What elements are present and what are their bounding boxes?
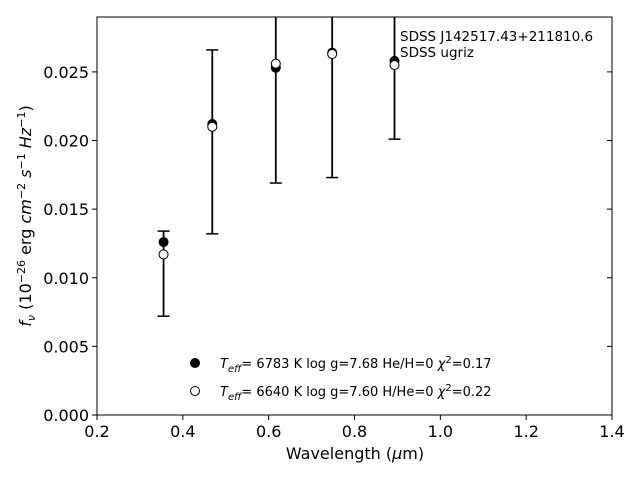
survey-annotation: SDSS ugriz: [400, 45, 474, 61]
legend: Teff= 6783 K log g=7.68 He/H=0 χ2=0.17 T…: [190, 355, 492, 403]
object-name-annotation: SDSS J142517.43+211810.6: [400, 29, 593, 45]
model-point-open: [270, 58, 281, 69]
x-tick-label: 0.4: [170, 422, 195, 441]
x-axis-title: Wavelength (μm): [286, 444, 424, 463]
x-tick-label: 0.2: [84, 422, 109, 441]
model-point-open: [389, 60, 400, 71]
x-tick-label: 1.4: [599, 422, 624, 441]
model-point-open: [158, 249, 169, 260]
legend-marker-filled: [190, 358, 200, 368]
legend-label-da-model: Teff= 6783 K log g=7.68 He/H=0 χ2=0.17: [220, 355, 492, 375]
y-tick-label: 0.025: [43, 63, 89, 82]
x-tick-label: 1.2: [513, 422, 538, 441]
model-point-open: [207, 121, 218, 132]
y-tick-label: 0.000: [43, 406, 89, 425]
y-axis-title: fν (10−26 erg cm−2 s−1 Hz−1): [15, 105, 38, 326]
x-tick-label: 0.8: [342, 422, 367, 441]
legend-marker-open: [190, 386, 200, 396]
x-tick-label: 1.0: [428, 422, 453, 441]
y-tick-label: 0.010: [43, 269, 89, 288]
x-tick-label: 0.6: [256, 422, 281, 441]
y-axis-ticks: 0.000 0.005 0.010 0.015 0.020 0.025: [43, 63, 612, 425]
data-markers: [158, 47, 400, 260]
y-tick-label: 0.020: [43, 132, 89, 151]
model-point-filled: [158, 237, 169, 248]
x-axis-ticks: 0.2 0.4 0.6 0.8 1.0 1.2 1.4: [84, 415, 625, 441]
y-tick-label: 0.015: [43, 200, 89, 219]
legend-label-db-model: Teff= 6640 K log g=7.60 H/He=0 χ2=0.22: [220, 383, 492, 403]
y-tick-label: 0.005: [43, 337, 89, 356]
model-point-open: [327, 49, 338, 60]
